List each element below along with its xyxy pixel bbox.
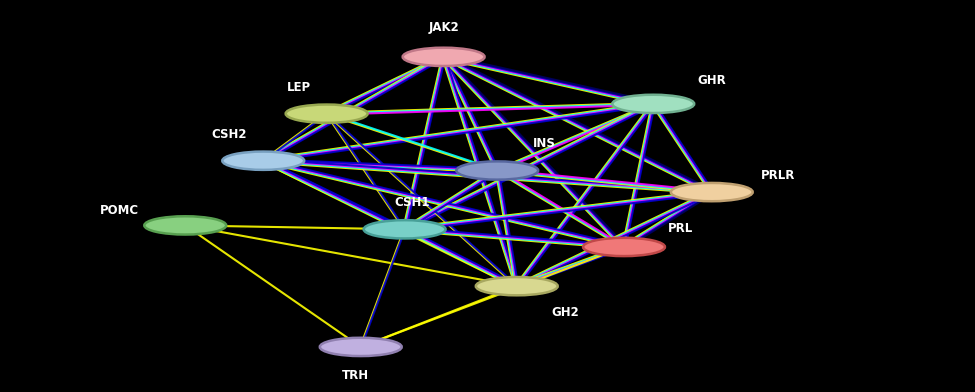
Ellipse shape [320,338,402,356]
Text: LEP: LEP [288,80,311,94]
Ellipse shape [671,183,753,201]
Ellipse shape [222,152,304,170]
Ellipse shape [476,277,558,295]
Text: INS: INS [532,137,556,151]
Text: GHR: GHR [697,74,726,87]
Ellipse shape [364,220,446,238]
Ellipse shape [612,95,694,113]
Text: TRH: TRH [342,368,370,382]
Text: PRLR: PRLR [760,169,796,182]
Text: CSH1: CSH1 [395,196,430,209]
Text: POMC: POMC [99,204,138,217]
Text: JAK2: JAK2 [428,21,459,34]
Ellipse shape [144,216,226,234]
Text: PRL: PRL [668,221,693,235]
Ellipse shape [286,105,368,123]
Text: GH2: GH2 [552,306,579,319]
Ellipse shape [456,162,538,180]
Ellipse shape [403,48,485,66]
Text: CSH2: CSH2 [212,127,247,141]
Ellipse shape [583,238,665,256]
